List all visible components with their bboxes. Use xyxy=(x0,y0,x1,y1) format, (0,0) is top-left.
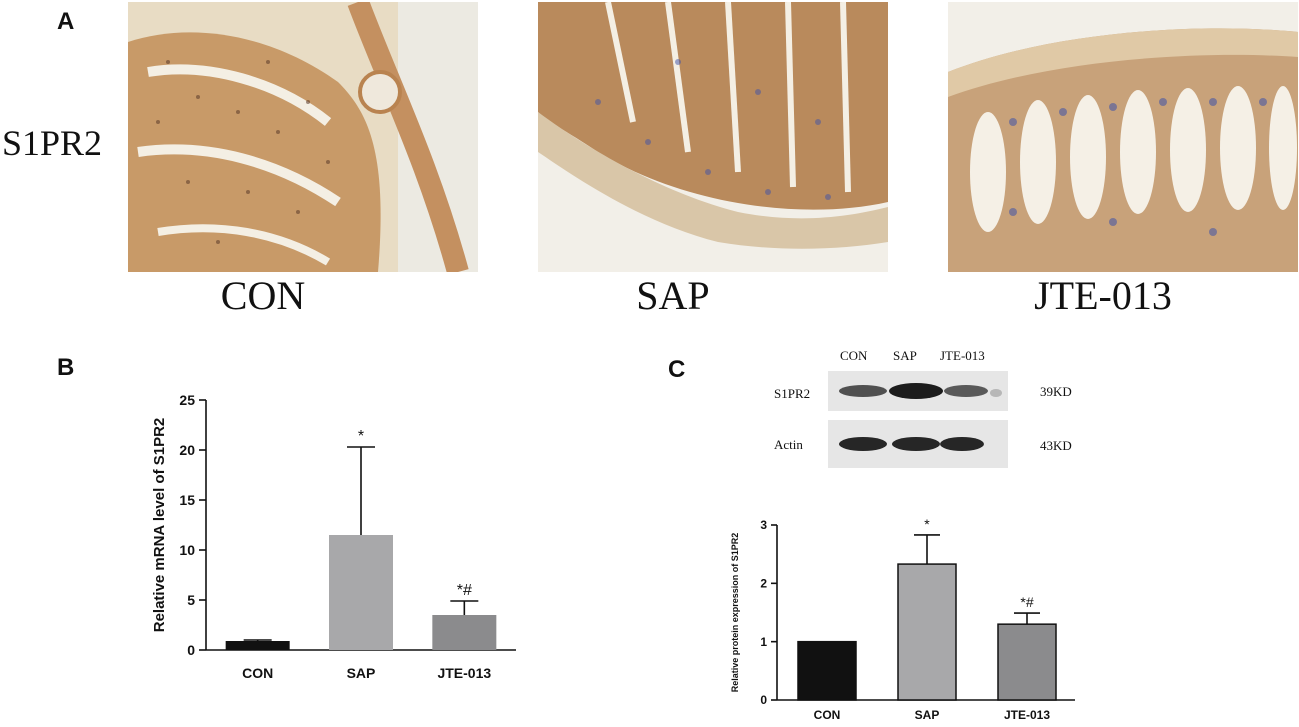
chart-protein: 0 1 2 3 Relative protein expression of S1PR2… xyxy=(730,516,1075,722)
y-axis-label: Relative protein expression of S1PR2 xyxy=(730,533,740,693)
bar-con xyxy=(797,640,857,701)
x-tick-label-sap: SAP xyxy=(347,665,376,681)
blot-row-label-actin: Actin xyxy=(774,437,803,452)
y-tick-label: 1 xyxy=(760,635,767,649)
significance-label-sap: * xyxy=(358,428,364,445)
micrograph-sap-image xyxy=(538,2,888,272)
blot-lane-sap: SAP xyxy=(893,348,917,363)
x-tick-label-con: CON xyxy=(814,708,841,722)
blot-bands-s1pr2 xyxy=(839,383,1002,399)
y-tick-label: 3 xyxy=(760,518,767,532)
micrograph-jte013 xyxy=(948,2,1298,272)
y-tick-label: 15 xyxy=(179,492,195,508)
x-tick-label-sap: SAP xyxy=(915,708,940,722)
blot-row-label-s1pr2: S1PR2 xyxy=(774,386,811,401)
y-tick-label: 5 xyxy=(187,592,195,608)
y-tick-label: 0 xyxy=(760,693,767,707)
blot-size-39kd: 39KD xyxy=(1040,384,1072,399)
significance-label-sap: * xyxy=(924,516,930,532)
caption-sap: SAP xyxy=(636,273,710,318)
micrograph-con-image xyxy=(128,2,478,272)
panel-c-letter: C xyxy=(668,356,686,383)
x-tick-label-con: CON xyxy=(242,665,273,681)
caption-jte013: JTE-013 xyxy=(1034,273,1172,318)
chart-mrna: 0 5 10 15 20 25 Relative mRNA level of S1PR2 CO… xyxy=(151,392,516,681)
panel-b-letter: B xyxy=(57,354,75,381)
micrograph-con xyxy=(128,2,478,272)
row-label-s1pr2: S1PR2 xyxy=(2,123,103,163)
micrograph-jte013-image xyxy=(948,2,1298,272)
blot-bands-actin xyxy=(839,437,984,451)
bar-sap xyxy=(897,563,957,701)
y-tick-label: 0 xyxy=(187,642,195,658)
blot-lane-jte013: JTE-013 xyxy=(940,348,985,363)
y-tick-label: 25 xyxy=(179,392,195,408)
y-tick-label: 20 xyxy=(179,442,195,458)
y-axis-label: Relative mRNA level of S1PR2 xyxy=(151,418,168,633)
blot-strip-actin xyxy=(828,420,1008,468)
bar-jte-013 xyxy=(997,623,1057,701)
y-tick-label: 2 xyxy=(760,577,767,591)
micrograph-sap xyxy=(538,2,888,272)
bar-con xyxy=(225,641,290,650)
significance-label-jte-013: *# xyxy=(457,582,472,599)
bar-jte-013 xyxy=(432,615,497,650)
blot-lane-con: CON xyxy=(840,348,868,363)
blot-size-43kd: 43KD xyxy=(1040,438,1072,453)
significance-label-jte-013: *# xyxy=(1020,594,1033,610)
caption-con: CON xyxy=(220,273,306,318)
bar-sap xyxy=(329,535,393,650)
panel-a-letter: A xyxy=(57,8,75,35)
blot-strip-s1pr2 xyxy=(828,371,1008,411)
y-tick-label: 10 xyxy=(179,542,195,558)
x-tick-label-jte-013: JTE-013 xyxy=(1004,708,1050,722)
x-tick-label-jte-013: JTE-013 xyxy=(437,665,491,681)
